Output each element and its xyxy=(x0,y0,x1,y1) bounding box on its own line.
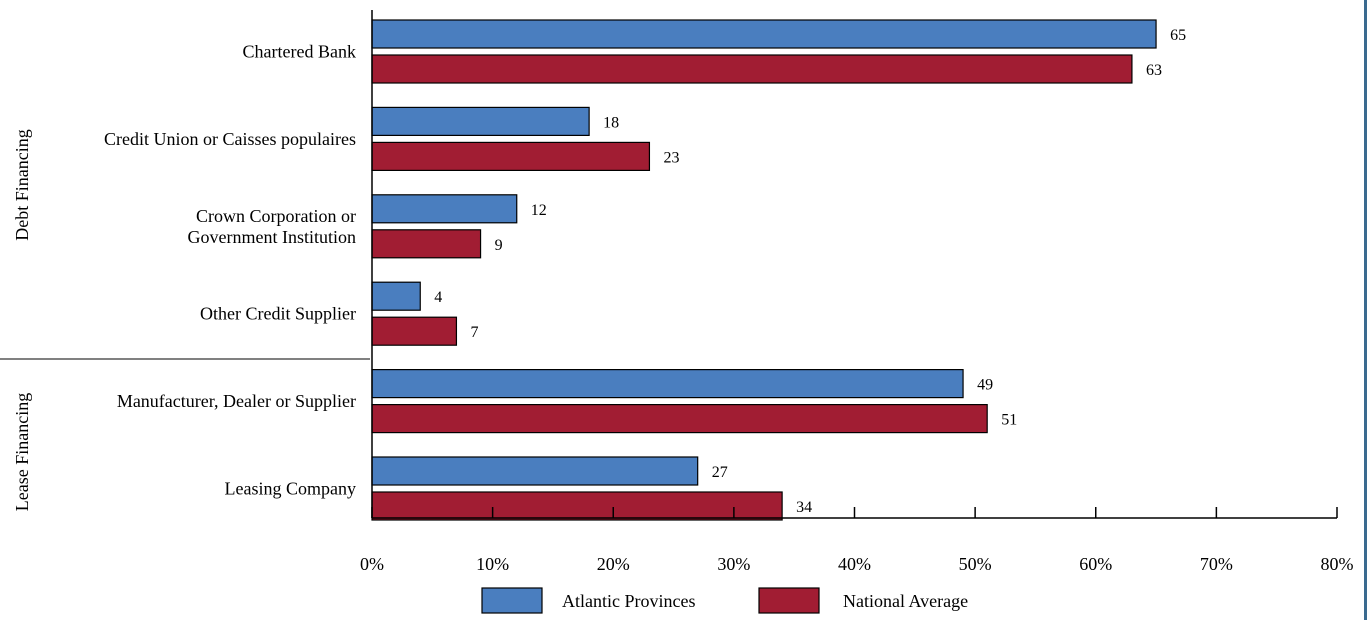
x-tick-label: 0% xyxy=(360,554,384,574)
x-tick-label: 60% xyxy=(1079,554,1112,574)
group-label: Lease Financing xyxy=(12,393,32,511)
data-label: 7 xyxy=(470,324,478,341)
data-label: 12 xyxy=(531,202,547,219)
x-tick-label: 40% xyxy=(838,554,871,574)
x-tick-label: 70% xyxy=(1200,554,1233,574)
legend-label: National Average xyxy=(843,591,968,611)
data-label: 23 xyxy=(663,149,679,166)
bar xyxy=(371,456,699,486)
bar xyxy=(371,19,1157,49)
x-tick-label: 20% xyxy=(597,554,630,574)
category-label: Chartered Bank xyxy=(243,42,356,62)
bar xyxy=(371,404,988,434)
group-label: Debt Financing xyxy=(12,129,32,240)
bar xyxy=(371,141,651,171)
bar xyxy=(371,229,482,259)
category-label: Credit Union or Caisses populaires xyxy=(104,129,356,149)
legend-swatch xyxy=(481,587,543,614)
data-label: 49 xyxy=(977,377,993,394)
bar xyxy=(371,491,783,521)
x-tick-label: 80% xyxy=(1321,554,1354,574)
bar xyxy=(371,194,518,224)
bar xyxy=(371,369,964,399)
x-tick-label: 50% xyxy=(959,554,992,574)
category-label: Government Institution xyxy=(188,227,356,247)
bar xyxy=(371,316,458,346)
x-tick-label: 10% xyxy=(476,554,509,574)
data-label: 63 xyxy=(1146,62,1162,79)
x-tick-label: 30% xyxy=(717,554,750,574)
bar xyxy=(371,281,421,311)
data-label: 65 xyxy=(1170,27,1186,44)
data-label: 18 xyxy=(603,114,619,131)
category-label: Manufacturer, Dealer or Supplier xyxy=(117,391,356,411)
category-label: Other Credit Supplier xyxy=(200,304,356,324)
data-label: 27 xyxy=(712,464,728,481)
category-label: Crown Corporation or xyxy=(196,206,356,226)
data-label: 4 xyxy=(434,289,442,306)
bar xyxy=(371,54,1133,84)
bar xyxy=(371,106,590,137)
category-label: Leasing Company xyxy=(225,479,356,499)
legend-label: Atlantic Provinces xyxy=(562,591,695,611)
data-label: 51 xyxy=(1001,412,1017,429)
data-label: 9 xyxy=(495,237,503,254)
legend-swatch xyxy=(758,587,820,614)
data-label: 34 xyxy=(796,499,812,516)
